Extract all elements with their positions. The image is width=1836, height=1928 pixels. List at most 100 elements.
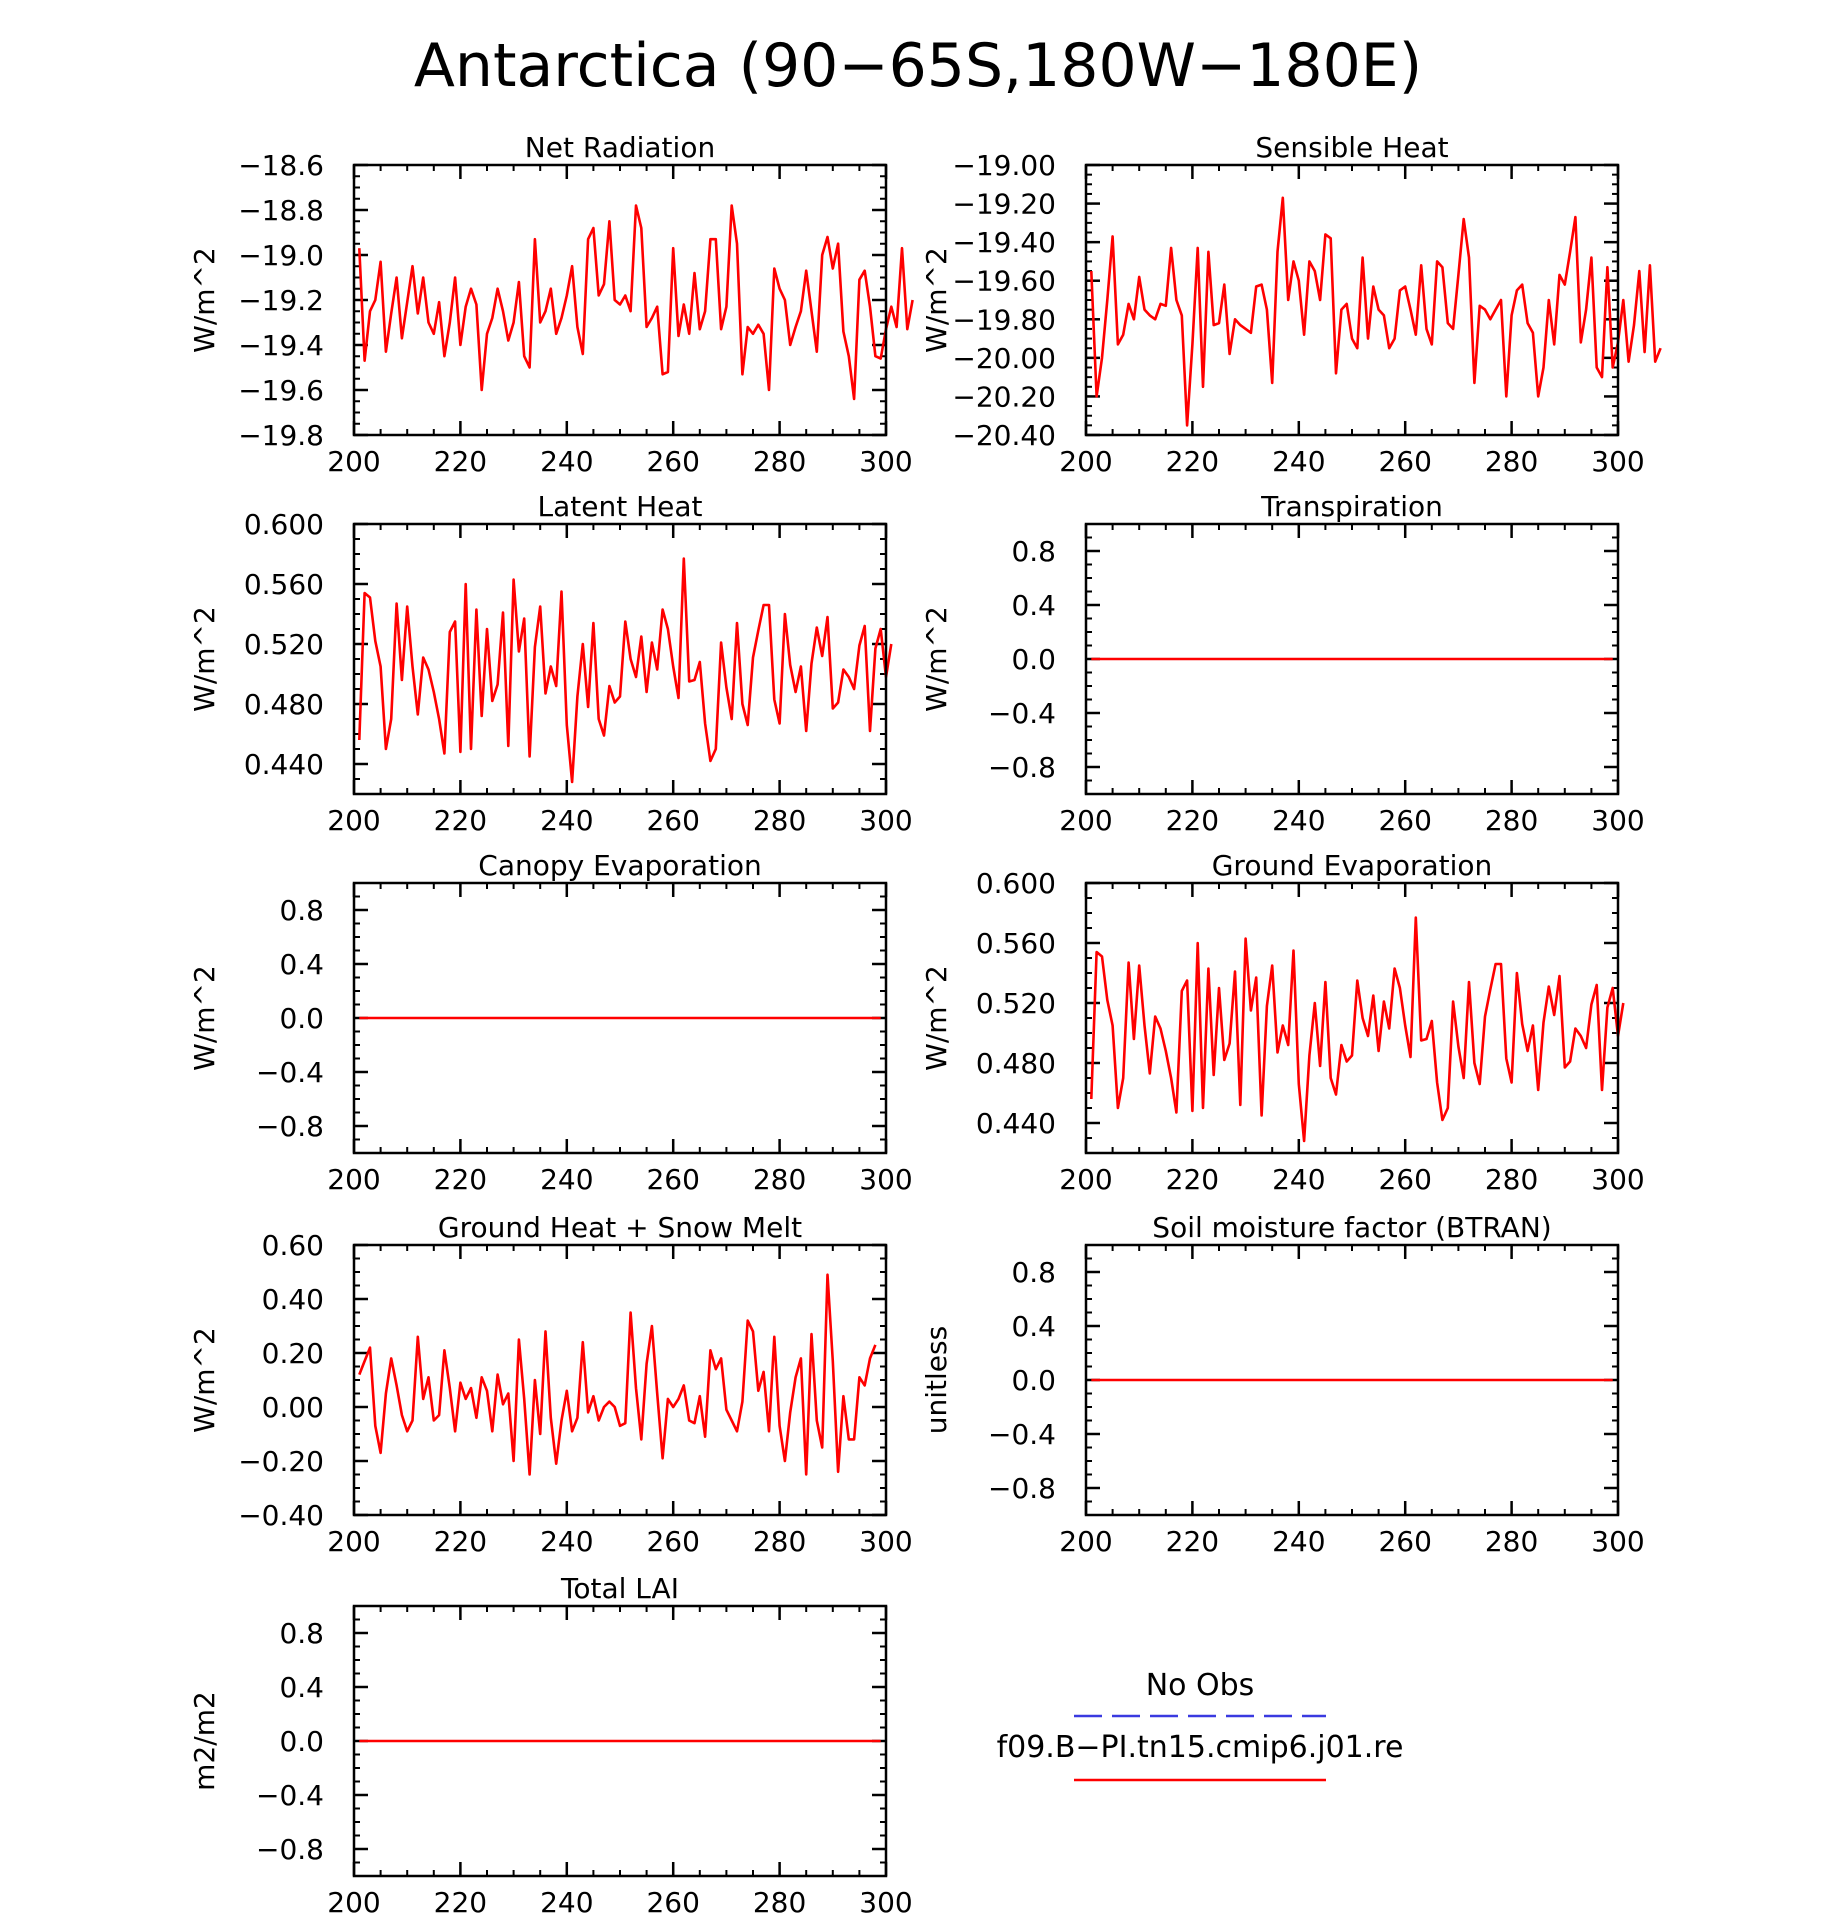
x-tick-label: 220 — [1166, 1525, 1219, 1558]
x-tick-label: 260 — [646, 1163, 699, 1196]
y-tick-label: −19.20 — [952, 188, 1056, 221]
y-tick-label: −19.40 — [952, 226, 1056, 259]
y-tick-label: −0.40 — [238, 1499, 324, 1532]
y-tick-label: 0.0 — [1011, 1364, 1056, 1397]
series-line — [358, 204, 914, 401]
y-tick-label: 0.0 — [279, 1725, 324, 1758]
x-tick-label: 280 — [1485, 1525, 1538, 1558]
x-tick-label: 300 — [859, 1525, 912, 1558]
x-tick-label: 260 — [1378, 1163, 1431, 1196]
legend-label-no-obs: No Obs — [1146, 1668, 1255, 1703]
y-tick-label: −19.6 — [238, 374, 324, 407]
y-tick-label: −0.4 — [256, 1779, 324, 1812]
legend-label-model-run: f09.B−PI.tn15.cmip6.j01.re — [997, 1730, 1404, 1765]
y-tick-label: 0.4 — [279, 948, 324, 981]
x-tick-label: 260 — [1378, 1525, 1431, 1558]
y-axis-label: m2/m2 — [188, 1691, 221, 1791]
x-tick-label: 260 — [1378, 445, 1431, 478]
y-tick-label: 0.0 — [1011, 643, 1056, 676]
y-tick-label: −0.8 — [256, 1110, 324, 1143]
y-tick-label: 0.8 — [279, 894, 324, 927]
x-tick-label: 220 — [434, 804, 487, 837]
x-tick-label: 300 — [1591, 1163, 1644, 1196]
x-tick-label: 220 — [1166, 1163, 1219, 1196]
x-tick-label: 260 — [1378, 804, 1431, 837]
panel-title: Latent Heat — [537, 490, 702, 523]
plot-frame — [1084, 1243, 1620, 1517]
x-tick-label: 280 — [753, 1886, 806, 1919]
x-tick-label: 240 — [540, 1163, 593, 1196]
plot-frame — [352, 163, 888, 437]
y-tick-label: −20.40 — [952, 419, 1056, 452]
x-tick-label: 280 — [753, 1525, 806, 1558]
y-tick-label: 0.560 — [244, 568, 324, 601]
legend: No Obs f09.B−PI.tn15.cmip6.j01.re — [997, 1668, 1404, 1782]
x-tick-label: 300 — [1591, 804, 1644, 837]
y-tick-label: 0.480 — [976, 1047, 1056, 1080]
x-tick-label: 240 — [540, 804, 593, 837]
x-tick-label: 220 — [434, 1886, 487, 1919]
y-tick-label: −20.00 — [952, 342, 1056, 375]
series-line — [358, 1273, 877, 1476]
x-tick-label: 200 — [327, 1886, 380, 1919]
y-tick-label: −0.4 — [256, 1056, 324, 1089]
x-tick-label: 280 — [753, 1163, 806, 1196]
panels-container: Net Radiation 200 220 240 260 280 300 −18.6 −18.… — [188, 131, 1662, 1919]
y-tick-label: 0.600 — [244, 508, 324, 541]
x-tick-label: 300 — [1591, 1525, 1644, 1558]
panel-title: Total LAI — [560, 1572, 679, 1605]
plot-frame — [352, 1243, 888, 1517]
x-tick-label: 300 — [859, 1886, 912, 1919]
y-tick-label: 0.520 — [244, 628, 324, 661]
y-tick-label: 0.4 — [1011, 1310, 1056, 1343]
y-tick-label: −18.8 — [238, 194, 324, 227]
y-axis-label: W/m^2 — [920, 606, 953, 712]
y-tick-label: 0.8 — [1011, 1256, 1056, 1289]
x-tick-label: 200 — [1059, 445, 1112, 478]
x-tick-label: 300 — [859, 445, 912, 478]
x-tick-label: 280 — [1485, 1163, 1538, 1196]
panel-net-radiation: Net Radiation 200 220 240 260 280 300 −18.6 −18.… — [188, 131, 914, 478]
x-tick-label: 200 — [1059, 804, 1112, 837]
y-axis-label: W/m^2 — [920, 247, 953, 353]
series-line — [1090, 916, 1625, 1143]
y-tick-label: −19.0 — [238, 239, 324, 272]
plot-frame — [1084, 881, 1620, 1155]
plot-frame — [1084, 522, 1620, 796]
x-tick-label: 240 — [540, 445, 593, 478]
series-line — [358, 557, 893, 784]
x-tick-label: 300 — [1591, 445, 1644, 478]
y-tick-label: 0.440 — [244, 748, 324, 781]
y-tick-label: −19.2 — [238, 284, 324, 317]
x-tick-label: 200 — [327, 445, 380, 478]
plot-frame — [1084, 163, 1620, 437]
plot-frame — [352, 522, 888, 796]
y-tick-label: 0.0 — [279, 1002, 324, 1035]
y-axis-label: W/m^2 — [188, 1327, 221, 1433]
x-tick-label: 220 — [434, 1525, 487, 1558]
x-tick-label: 200 — [327, 1163, 380, 1196]
y-tick-label: −0.8 — [988, 1472, 1056, 1505]
panel-soil-moisture-factor-btran: Soil moisture factor (BTRAN) 200 220 240 260… — [920, 1211, 1645, 1558]
x-tick-label: 220 — [1166, 804, 1219, 837]
x-tick-label: 260 — [646, 804, 699, 837]
panel-title: Soil moisture factor (BTRAN) — [1152, 1211, 1551, 1244]
x-tick-label: 240 — [1272, 1525, 1325, 1558]
series-line — [1090, 196, 1662, 427]
plot-frame — [352, 881, 888, 1155]
panel-total-lai: Total LAI 200 220 240 260 280 300 0.8 0.4 0.0 −0.4… — [188, 1572, 913, 1919]
x-tick-label: 200 — [1059, 1163, 1112, 1196]
y-axis-label: W/m^2 — [188, 247, 221, 353]
y-tick-label: −18.6 — [238, 149, 324, 182]
y-tick-label: 0.480 — [244, 688, 324, 721]
x-tick-label: 260 — [646, 445, 699, 478]
y-tick-label: 0.4 — [279, 1671, 324, 1704]
y-tick-label: −0.20 — [238, 1445, 324, 1478]
y-tick-label: −19.80 — [952, 303, 1056, 336]
y-axis-label: W/m^2 — [920, 965, 953, 1071]
y-tick-label: 0.4 — [1011, 589, 1056, 622]
y-tick-label: −19.8 — [238, 419, 324, 452]
panel-title: Net Radiation — [525, 131, 715, 164]
x-tick-label: 240 — [540, 1525, 593, 1558]
